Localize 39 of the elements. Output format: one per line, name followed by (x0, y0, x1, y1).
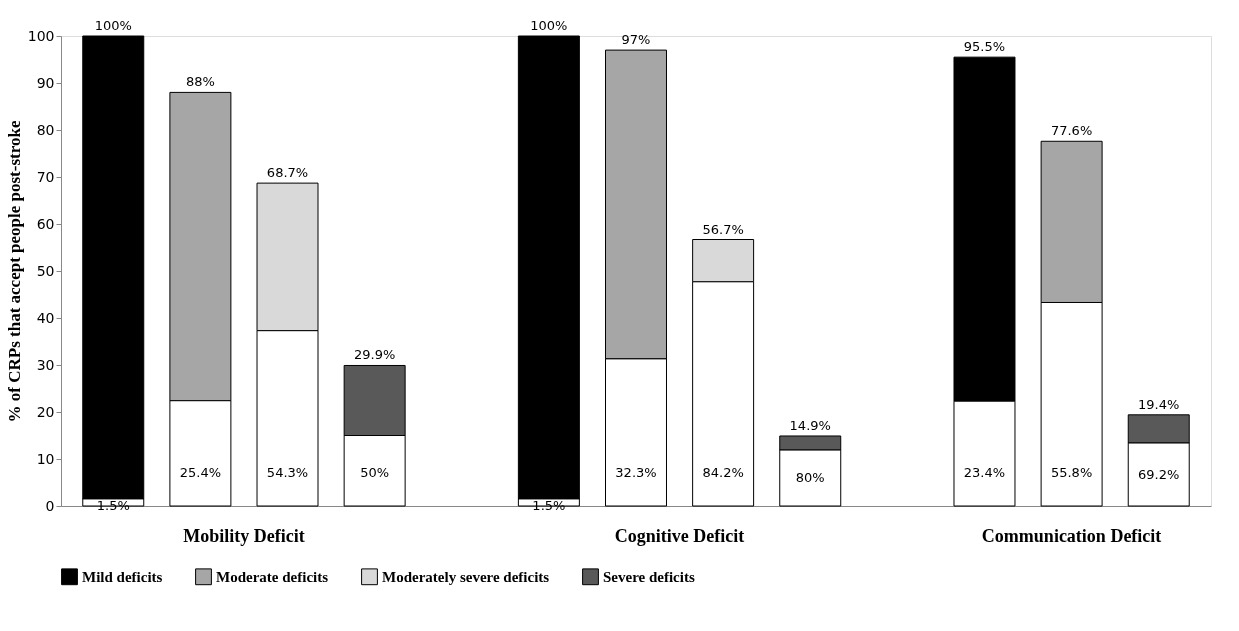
text: Mobility Deficit (183, 526, 305, 546)
total-label: 100% (94, 18, 132, 33)
total-label: 95.5% (963, 39, 1006, 55)
annotation: 55.8% (1050, 465, 1093, 481)
text: Communication Deficit (981, 526, 1162, 546)
annotation: 25.4% (179, 465, 222, 481)
total-label: 100% (530, 18, 568, 33)
total-label: 56.7% (702, 221, 744, 237)
total-label: 88% (185, 74, 215, 90)
annotation: 69.2% (1138, 466, 1180, 482)
y-tick-label: 20 (36, 403, 55, 420)
total-label: 97% (621, 32, 651, 48)
annotation: 32.3% (615, 465, 657, 481)
total-label: 68.7% (266, 165, 309, 181)
y-tick-label: 10 (36, 450, 55, 467)
y-tick-label: 60 (36, 215, 55, 232)
y-tick-label: 100 (27, 27, 55, 44)
total-label: 77.6% (1050, 123, 1093, 139)
y-axis-title: % of CRPs that accept people post-stroke (4, 120, 24, 423)
annotation: 54.3% (266, 465, 309, 481)
annotation: 50% (360, 465, 390, 481)
text: Cognitive Deficit (614, 526, 745, 546)
y-tick-label: 0 (45, 497, 55, 514)
legend-label: Moderately severe deficits (382, 568, 550, 585)
legend-label: Severe deficits (603, 568, 695, 585)
legend-label: Mild deficits (82, 568, 163, 585)
annotation: 80% (795, 470, 825, 486)
y-tick-label: 50 (36, 262, 55, 279)
y-tick-label: 70 (36, 168, 55, 185)
y-tick-label: 80 (36, 121, 55, 138)
y-tick-label: 90 (36, 74, 55, 91)
y-tick-label: 30 (36, 356, 55, 373)
total-label: 29.9% (353, 347, 396, 363)
total-label: 14.9% (789, 417, 831, 433)
legend-label: Moderate deficits (216, 568, 329, 585)
annotation: 23.4% (963, 465, 1006, 481)
y-tick-label: 40 (36, 309, 55, 326)
annotation: 84.2% (702, 465, 744, 481)
total-label: 19.4% (1138, 396, 1180, 412)
